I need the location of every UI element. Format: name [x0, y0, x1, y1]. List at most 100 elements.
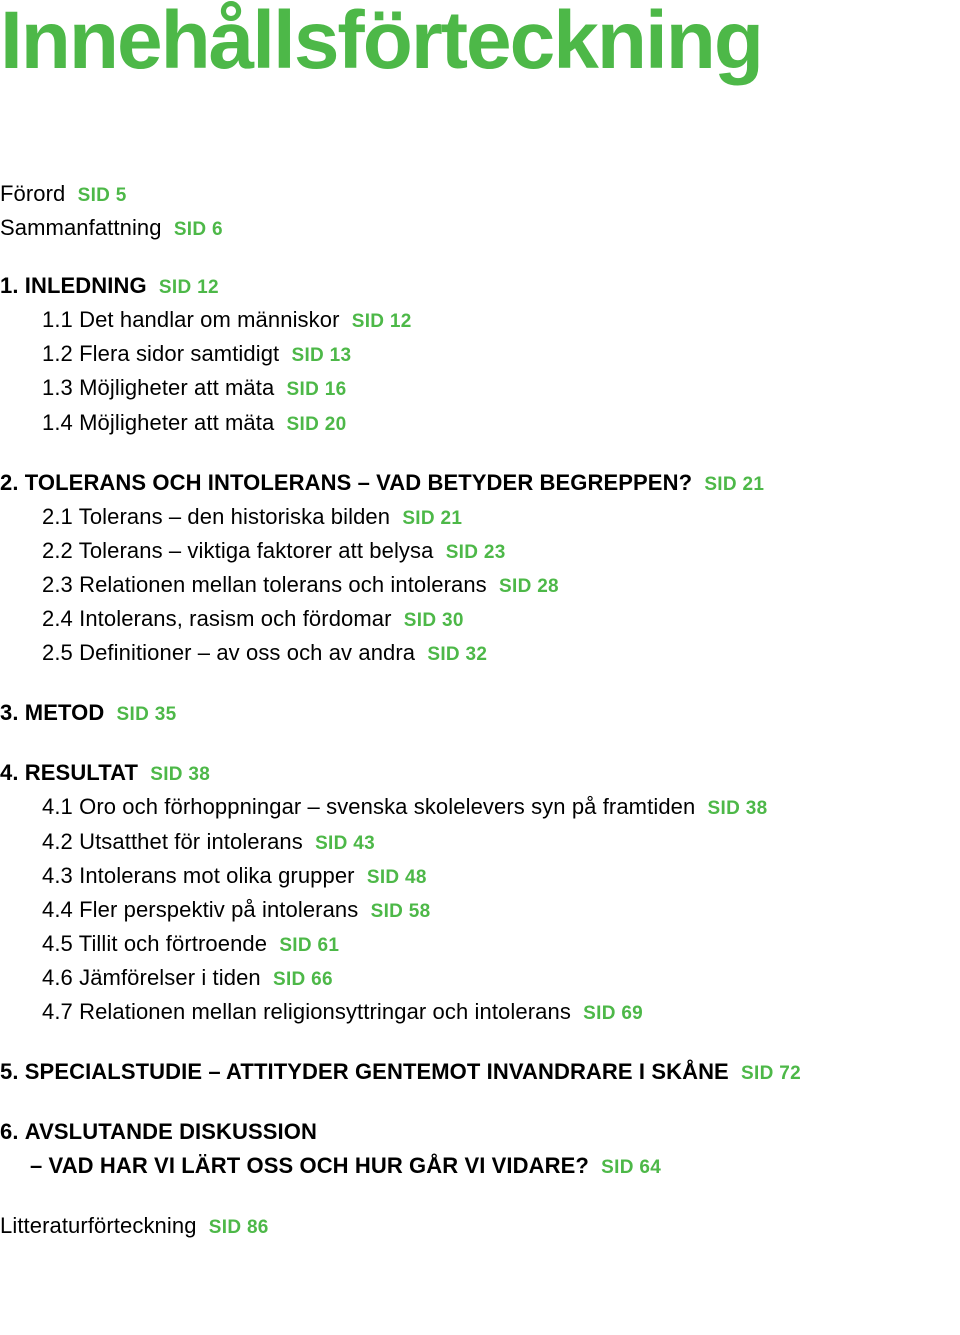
section-3: 3. METOD SID 35	[0, 696, 950, 730]
entry-text: Det handlar om människor	[79, 307, 339, 332]
section-title: METOD	[25, 700, 105, 725]
toc-entry: 2.5 Definitioner – av oss och av andra S…	[0, 636, 950, 670]
entry-text: Utsatthet för intolerans	[79, 829, 303, 854]
toc-entry: 4.1 Oro och förhoppningar – svenska skol…	[0, 790, 950, 824]
entry-number: 1.2	[42, 341, 73, 366]
sid-label: SID 21	[402, 508, 462, 529]
toc-entry: 2.4 Intolerans, rasism och fördomar SID …	[0, 602, 950, 636]
sid-label: SID 72	[741, 1063, 801, 1084]
sid-label: SID 16	[287, 379, 347, 400]
sid-label: SID 35	[117, 704, 177, 725]
sid-label: SID 20	[287, 414, 347, 435]
entry-text: Jämförelser i tiden	[79, 965, 261, 990]
sid-label: SID 21	[704, 474, 764, 495]
section-title: INLEDNING	[25, 273, 147, 298]
sid-label: SID 32	[427, 644, 487, 665]
sid-label: SID 30	[404, 610, 464, 631]
document-page: Innehållsförteckning Förord SID 5 Samman…	[0, 0, 960, 1243]
entry-text: Intolerans mot olika grupper	[79, 863, 355, 888]
toc-entry: Förord SID 5	[0, 177, 950, 211]
section-number: 4.	[0, 760, 19, 785]
entry-text: Intolerans, rasism och fördomar	[79, 606, 391, 631]
toc-entry: 4.5 Tillit och förtroende SID 61	[0, 927, 950, 961]
entry-text: Definitioner – av oss och av andra	[79, 640, 415, 665]
toc-entry: Sammanfattning SID 6	[0, 211, 950, 245]
section-title: SPECIALSTUDIE – ATTITYDER GENTEMOT INVAN…	[25, 1059, 729, 1084]
toc-entry: 4.6 Jämförelser i tiden SID 66	[0, 961, 950, 995]
entry-number: 1.1	[42, 307, 73, 332]
section-heading: 3. METOD SID 35	[0, 696, 950, 730]
section-1: 1. INLEDNING SID 12 1.1 Det handlar om m…	[0, 269, 950, 439]
entry-text: Flera sidor samtidigt	[79, 341, 279, 366]
entry-text: Förord	[0, 181, 65, 206]
entry-text: Sammanfattning	[0, 215, 162, 240]
sid-label: SID 43	[315, 833, 375, 854]
section-title: RESULTAT	[25, 760, 138, 785]
entry-number: 4.2	[42, 829, 73, 854]
toc-entry: 1.2 Flera sidor samtidigt SID 13	[0, 337, 950, 371]
sid-label: SID 66	[273, 969, 333, 990]
section-heading-line1: 6. AVSLUTANDE DISKUSSION	[0, 1115, 950, 1149]
section-number: 3.	[0, 700, 19, 725]
entry-text: Relationen mellan religionsyttringar och…	[79, 999, 571, 1024]
preface-block: Förord SID 5 Sammanfattning SID 6	[0, 177, 950, 245]
sid-label: SID 64	[601, 1157, 661, 1178]
sid-label: SID 13	[292, 345, 352, 366]
section-2: 2. TOLERANS OCH INTOLERANS – VAD BETYDER…	[0, 466, 950, 671]
sid-label: SID 38	[150, 764, 210, 785]
entry-number: 1.3	[42, 375, 73, 400]
entry-text: Tolerans – viktiga faktorer att belysa	[79, 538, 434, 563]
toc-entry: 1.3 Möjligheter att mäta SID 16	[0, 371, 950, 405]
sid-label: SID 61	[279, 935, 339, 956]
section-number: 5.	[0, 1059, 19, 1084]
sid-label: SID 6	[174, 219, 223, 240]
sid-label: SID 58	[371, 901, 431, 922]
section-title: AVSLUTANDE DISKUSSION	[25, 1119, 317, 1144]
sid-label: SID 48	[367, 867, 427, 888]
sid-label: SID 86	[209, 1217, 269, 1238]
entry-number: 4.7	[42, 999, 73, 1024]
toc-entry: 4.2 Utsatthet för intolerans SID 43	[0, 825, 950, 859]
entry-text: Fler perspektiv på intolerans	[79, 897, 358, 922]
section-number: 6.	[0, 1119, 19, 1144]
entry-text: Möjligheter att mäta	[79, 375, 274, 400]
section-heading: 1. INLEDNING SID 12	[0, 269, 950, 303]
section-heading: 2. TOLERANS OCH INTOLERANS – VAD BETYDER…	[0, 466, 950, 500]
toc-entry: 2.2 Tolerans – viktiga faktorer att bely…	[0, 534, 950, 568]
entry-number: 2.1	[42, 504, 73, 529]
toc-entry: 4.4 Fler perspektiv på intolerans SID 58	[0, 893, 950, 927]
entry-number: 4.6	[42, 965, 73, 990]
section-heading: 5. SPECIALSTUDIE – ATTITYDER GENTEMOT IN…	[0, 1055, 950, 1089]
entry-text: Tolerans – den historiska bilden	[79, 504, 390, 529]
entry-number: 4.4	[42, 897, 73, 922]
section-title: TOLERANS OCH INTOLERANS – VAD BETYDER BE…	[25, 470, 692, 495]
section-heading: 4. RESULTAT SID 38	[0, 756, 950, 790]
sid-label: SID 5	[78, 185, 127, 206]
entry-text: Tillit och förtroende	[79, 931, 267, 956]
toc-entry: 4.7 Relationen mellan religionsyttringar…	[0, 995, 950, 1029]
sid-label: SID 28	[499, 576, 559, 597]
section-number: 2.	[0, 470, 19, 495]
sid-label: SID 12	[352, 311, 412, 332]
section-5: 5. SPECIALSTUDIE – ATTITYDER GENTEMOT IN…	[0, 1055, 950, 1089]
entry-number: 1.4	[42, 410, 73, 435]
entry-text: Möjligheter att mäta	[79, 410, 274, 435]
sid-label: SID 38	[708, 798, 768, 819]
entry-number: 4.1	[42, 794, 73, 819]
toc-entry: 1.4 Möjligheter att mäta SID 20	[0, 406, 950, 440]
toc-entry: 1.1 Det handlar om människor SID 12	[0, 303, 950, 337]
sid-label: SID 69	[583, 1003, 643, 1024]
toc-entry: 2.1 Tolerans – den historiska bilden SID…	[0, 500, 950, 534]
entry-number: 2.2	[42, 538, 73, 563]
bibliography-entry: Litteraturförteckning SID 86	[0, 1209, 950, 1243]
entry-number: 2.4	[42, 606, 73, 631]
section-6: 6. AVSLUTANDE DISKUSSION – VAD HAR VI LÄ…	[0, 1115, 950, 1183]
toc-entry: 4.3 Intolerans mot olika grupper SID 48	[0, 859, 950, 893]
page-title: Innehållsförteckning	[0, 0, 950, 82]
entry-text: Litteraturförteckning	[0, 1213, 197, 1238]
toc-entry: 2.3 Relationen mellan tolerans och intol…	[0, 568, 950, 602]
section-number: 1.	[0, 273, 19, 298]
sid-label: SID 23	[446, 542, 506, 563]
entry-text: Relationen mellan tolerans och intoleran…	[79, 572, 487, 597]
entry-number: 2.5	[42, 640, 73, 665]
